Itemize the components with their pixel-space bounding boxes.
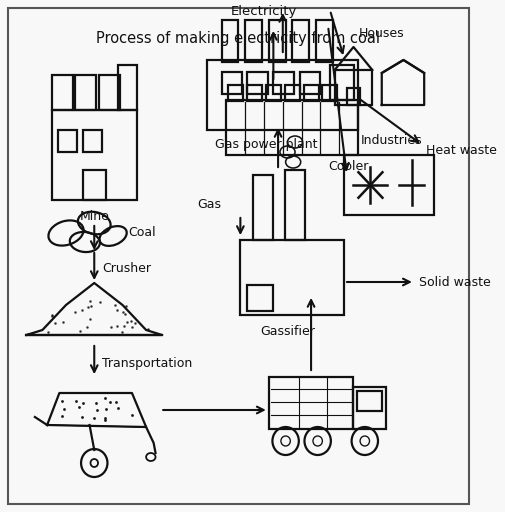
Bar bbox=[226, 100, 358, 155]
Bar bbox=[118, 65, 136, 110]
Text: Houses: Houses bbox=[358, 27, 404, 40]
Bar bbox=[353, 387, 386, 429]
Bar bbox=[315, 20, 332, 62]
Bar bbox=[268, 20, 285, 62]
Text: Gas power plant: Gas power plant bbox=[214, 138, 317, 151]
Text: Coal: Coal bbox=[128, 226, 156, 240]
Bar bbox=[252, 175, 273, 240]
Bar bbox=[322, 85, 337, 101]
Bar bbox=[292, 20, 309, 62]
Text: Mine: Mine bbox=[79, 210, 109, 223]
Bar bbox=[346, 88, 360, 105]
Bar bbox=[59, 130, 77, 152]
Bar bbox=[221, 20, 238, 62]
Bar bbox=[284, 85, 299, 101]
Bar bbox=[83, 170, 106, 200]
Bar bbox=[221, 72, 242, 94]
Text: Heat waste: Heat waste bbox=[425, 143, 496, 157]
Bar bbox=[265, 85, 280, 101]
Bar bbox=[240, 240, 343, 315]
Text: Gas: Gas bbox=[197, 199, 221, 211]
Bar bbox=[52, 75, 72, 110]
Bar bbox=[207, 60, 358, 130]
Bar bbox=[246, 285, 273, 311]
Text: Industries: Industries bbox=[360, 134, 421, 147]
Bar bbox=[228, 85, 243, 101]
Bar bbox=[99, 75, 120, 110]
Bar bbox=[246, 85, 262, 101]
Bar bbox=[273, 72, 293, 94]
Bar bbox=[244, 20, 262, 62]
Bar bbox=[303, 85, 318, 101]
Bar bbox=[268, 377, 353, 429]
Bar bbox=[83, 130, 102, 152]
Text: Solid waste: Solid waste bbox=[419, 275, 490, 288]
Bar bbox=[357, 391, 381, 411]
Bar bbox=[334, 70, 372, 105]
Bar bbox=[329, 65, 353, 100]
Text: Cooler: Cooler bbox=[327, 160, 368, 173]
Text: Crusher: Crusher bbox=[102, 262, 150, 274]
Bar bbox=[299, 72, 320, 94]
Text: Gassifier: Gassifier bbox=[260, 325, 314, 338]
Text: Process of making electricity from coal: Process of making electricity from coal bbox=[96, 31, 380, 46]
Bar bbox=[343, 155, 433, 215]
Bar bbox=[52, 110, 136, 200]
Bar bbox=[246, 72, 267, 94]
Text: Electricity: Electricity bbox=[230, 5, 296, 18]
Bar bbox=[284, 170, 305, 240]
Text: Transportation: Transportation bbox=[102, 356, 192, 370]
Bar bbox=[75, 75, 96, 110]
